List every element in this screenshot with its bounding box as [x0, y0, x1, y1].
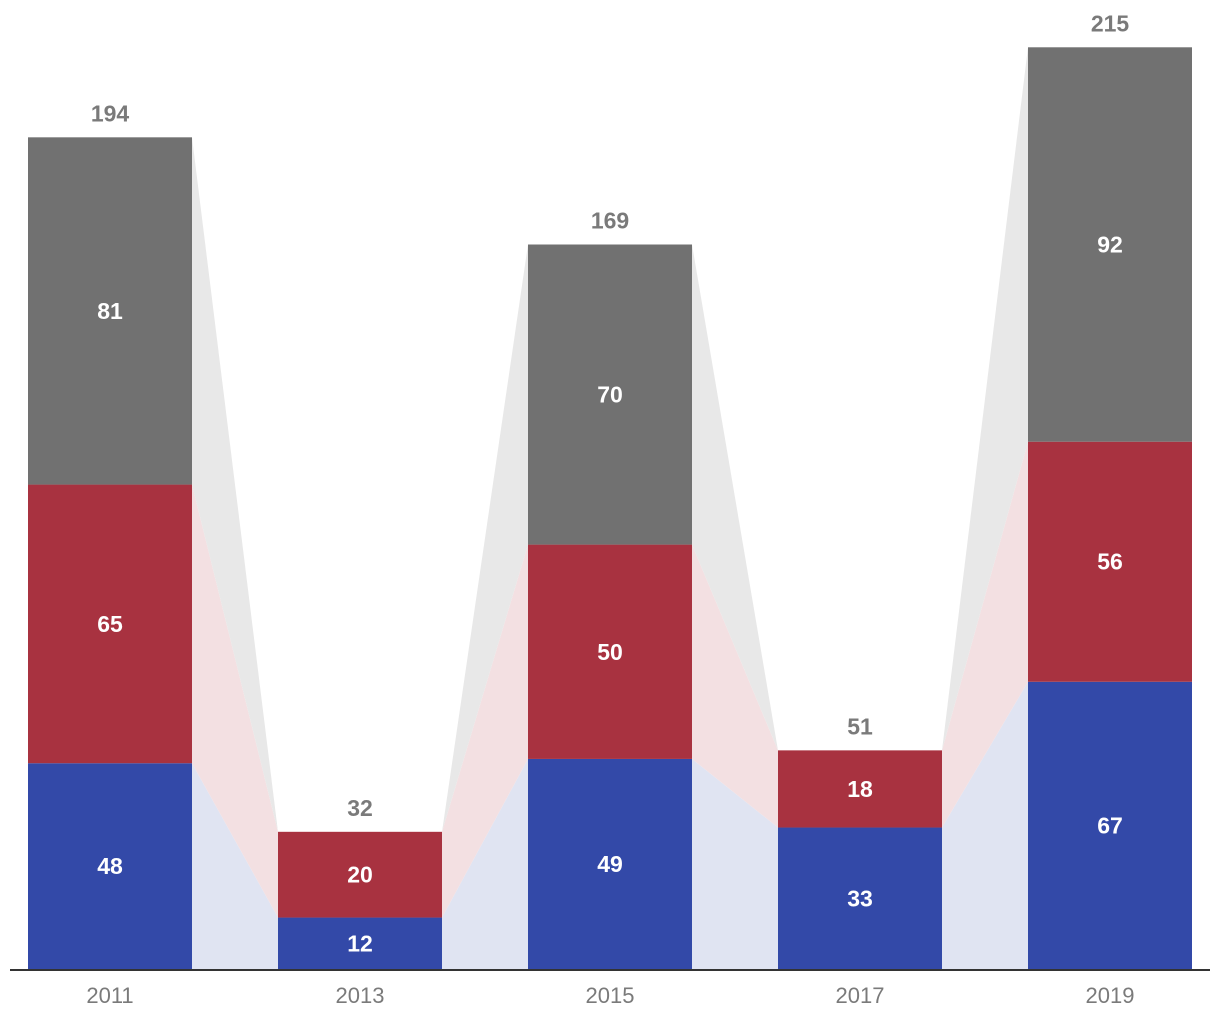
bar-total-label: 194 — [91, 100, 130, 126]
segment-value-label: 12 — [347, 930, 373, 956]
connector-band — [192, 137, 278, 832]
connector-band — [192, 763, 278, 969]
connector-band — [942, 47, 1028, 751]
bar-segment — [1028, 47, 1192, 442]
x-tick-label: 2011 — [86, 983, 133, 1008]
connector-band — [442, 758, 528, 969]
bars — [28, 47, 1192, 969]
segment-value-label: 48 — [97, 853, 123, 879]
connector-band — [442, 244, 528, 832]
connector-band — [942, 681, 1028, 969]
segment-value-label: 56 — [1097, 549, 1123, 575]
connector-band — [692, 758, 778, 969]
segment-value-label: 92 — [1097, 231, 1123, 257]
segment-value-label: 20 — [347, 862, 373, 888]
x-tick-label: 2017 — [836, 983, 885, 1008]
segment-value-label: 33 — [847, 885, 873, 911]
bar-total-label: 169 — [591, 207, 629, 233]
connector-band — [192, 484, 278, 918]
bar-segment — [278, 917, 442, 969]
connector-band — [692, 544, 778, 828]
x-tick-label: 2013 — [336, 983, 385, 1008]
data-labels: 48 65 81 194 12 20 32 49 50 70 169 33 18 51 67 56 92 215 — [91, 10, 1130, 956]
bar-segment — [1028, 681, 1192, 969]
connector-band — [442, 544, 528, 918]
connector-band — [692, 244, 778, 751]
bar-segment — [278, 831, 442, 918]
bar-segment — [528, 544, 692, 759]
bar-segment — [28, 484, 192, 764]
segment-value-label: 81 — [97, 298, 123, 324]
segment-value-label: 18 — [847, 776, 873, 802]
x-tick-label: 2015 — [586, 983, 635, 1008]
bar-segment — [778, 827, 942, 969]
connector-band — [942, 441, 1028, 828]
segment-value-label: 65 — [97, 611, 123, 637]
bar-segment — [28, 763, 192, 969]
bar-segment — [1028, 441, 1192, 682]
bar-total-label: 215 — [1091, 10, 1130, 36]
x-tick-label: 2019 — [1086, 983, 1135, 1008]
bar-segment — [528, 244, 692, 545]
segment-value-label: 70 — [597, 382, 623, 408]
segment-value-label: 50 — [597, 639, 623, 665]
bar-total-label: 32 — [347, 795, 373, 821]
bar-segment — [28, 137, 192, 485]
bar-segment — [778, 750, 942, 828]
x-axis-tick-labels: 2011 2013 2015 2017 2019 — [86, 983, 1134, 1008]
bar-segment — [528, 758, 692, 969]
segment-value-label: 49 — [597, 851, 623, 877]
connector-bands — [192, 47, 1028, 969]
bar-total-label: 51 — [847, 713, 873, 739]
segment-value-label: 67 — [1097, 812, 1123, 838]
